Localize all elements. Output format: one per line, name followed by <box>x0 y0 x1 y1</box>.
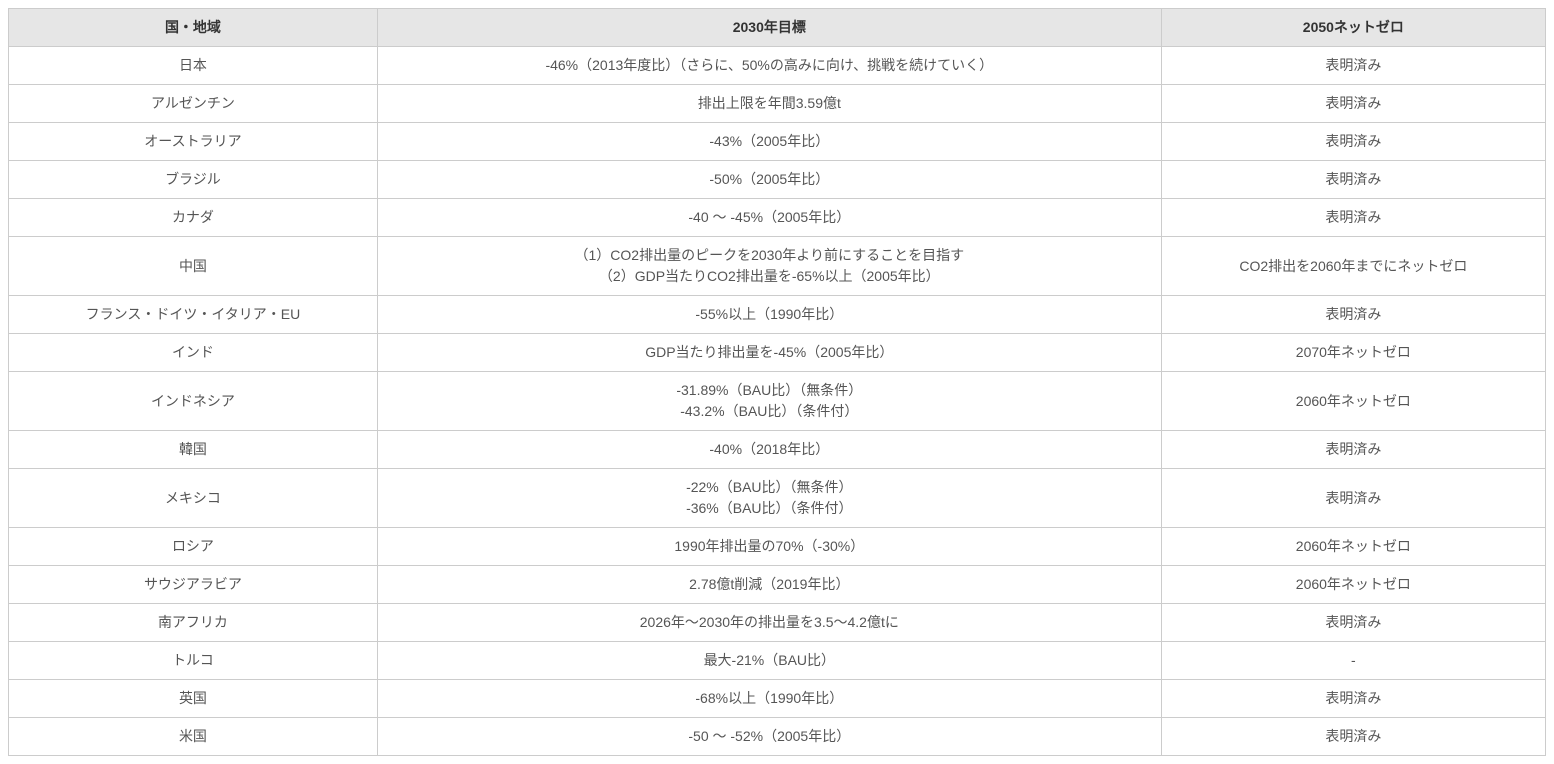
table-row: メキシコ-22%（BAU比）（無条件） -36%（BAU比）（条件付）表明済み <box>9 469 1546 528</box>
cell-target: GDP当たり排出量を-45%（2005年比） <box>377 334 1161 372</box>
cell-region: ロシア <box>9 528 378 566</box>
cell-region: アルゼンチン <box>9 85 378 123</box>
cell-region: 中国 <box>9 237 378 296</box>
cell-netzero: CO2排出を2060年までにネットゼロ <box>1161 237 1545 296</box>
cell-region: 英国 <box>9 680 378 718</box>
cell-region: インド <box>9 334 378 372</box>
table-row: サウジアラビア2.78億t削減（2019年比）2060年ネットゼロ <box>9 566 1546 604</box>
cell-region: トルコ <box>9 642 378 680</box>
cell-target: 2.78億t削減（2019年比） <box>377 566 1161 604</box>
cell-target: 1990年排出量の70%（-30%） <box>377 528 1161 566</box>
cell-region: 米国 <box>9 718 378 756</box>
cell-netzero: - <box>1161 642 1545 680</box>
cell-target: -68%以上（1990年比） <box>377 680 1161 718</box>
cell-netzero: 2060年ネットゼロ <box>1161 372 1545 431</box>
cell-region: メキシコ <box>9 469 378 528</box>
col-header-netzero: 2050ネットゼロ <box>1161 9 1545 47</box>
col-header-target: 2030年目標 <box>377 9 1161 47</box>
cell-netzero: 表明済み <box>1161 718 1545 756</box>
cell-target: -40 ～ -45%（2005年比） <box>377 199 1161 237</box>
cell-region: インドネシア <box>9 372 378 431</box>
table-row: 中国（1）CO2排出量のピークを2030年より前にすることを目指す （2）GDP… <box>9 237 1546 296</box>
cell-netzero: 2060年ネットゼロ <box>1161 528 1545 566</box>
cell-region: 日本 <box>9 47 378 85</box>
cell-region: サウジアラビア <box>9 566 378 604</box>
cell-netzero: 表明済み <box>1161 85 1545 123</box>
cell-target: -22%（BAU比）（無条件） -36%（BAU比）（条件付） <box>377 469 1161 528</box>
table-row: ブラジル-50%（2005年比）表明済み <box>9 161 1546 199</box>
table-header-row: 国・地域 2030年目標 2050ネットゼロ <box>9 9 1546 47</box>
table-row: オーストラリア-43%（2005年比）表明済み <box>9 123 1546 161</box>
table-row: 日本-46%（2013年度比）（さらに、50%の高みに向け、挑戦を続けていく）表… <box>9 47 1546 85</box>
cell-target: -40%（2018年比） <box>377 431 1161 469</box>
table-row: ロシア1990年排出量の70%（-30%）2060年ネットゼロ <box>9 528 1546 566</box>
table-row: フランス・ドイツ・イタリア・EU-55%以上（1990年比）表明済み <box>9 296 1546 334</box>
cell-target: -31.89%（BAU比）（無条件） -43.2%（BAU比）（条件付） <box>377 372 1161 431</box>
table-row: アルゼンチン排出上限を年間3.59億t表明済み <box>9 85 1546 123</box>
cell-netzero: 表明済み <box>1161 469 1545 528</box>
cell-target: -50%（2005年比） <box>377 161 1161 199</box>
table-row: 南アフリカ2026年～2030年の排出量を3.5～4.2億tに表明済み <box>9 604 1546 642</box>
cell-target: -43%（2005年比） <box>377 123 1161 161</box>
cell-region: カナダ <box>9 199 378 237</box>
col-header-region: 国・地域 <box>9 9 378 47</box>
table-row: インドGDP当たり排出量を-45%（2005年比）2070年ネットゼロ <box>9 334 1546 372</box>
cell-target: （1）CO2排出量のピークを2030年より前にすることを目指す （2）GDP当た… <box>377 237 1161 296</box>
climate-targets-table: 国・地域 2030年目標 2050ネットゼロ 日本-46%（2013年度比）（さ… <box>8 8 1546 756</box>
cell-target: -46%（2013年度比）（さらに、50%の高みに向け、挑戦を続けていく） <box>377 47 1161 85</box>
table-row: 英国-68%以上（1990年比）表明済み <box>9 680 1546 718</box>
cell-netzero: 2070年ネットゼロ <box>1161 334 1545 372</box>
cell-region: ブラジル <box>9 161 378 199</box>
cell-target: -50 ～ -52%（2005年比） <box>377 718 1161 756</box>
cell-target: 最大-21%（BAU比） <box>377 642 1161 680</box>
cell-netzero: 表明済み <box>1161 47 1545 85</box>
cell-region: 南アフリカ <box>9 604 378 642</box>
table-row: 米国-50 ～ -52%（2005年比）表明済み <box>9 718 1546 756</box>
cell-target: 2026年～2030年の排出量を3.5～4.2億tに <box>377 604 1161 642</box>
cell-region: 韓国 <box>9 431 378 469</box>
table-row: カナダ-40 ～ -45%（2005年比）表明済み <box>9 199 1546 237</box>
table-body: 日本-46%（2013年度比）（さらに、50%の高みに向け、挑戦を続けていく）表… <box>9 47 1546 756</box>
cell-target: 排出上限を年間3.59億t <box>377 85 1161 123</box>
table-row: インドネシア-31.89%（BAU比）（無条件） -43.2%（BAU比）（条件… <box>9 372 1546 431</box>
cell-netzero: 表明済み <box>1161 123 1545 161</box>
cell-netzero: 表明済み <box>1161 296 1545 334</box>
cell-target: -55%以上（1990年比） <box>377 296 1161 334</box>
cell-netzero: 表明済み <box>1161 431 1545 469</box>
cell-netzero: 表明済み <box>1161 199 1545 237</box>
cell-netzero: 表明済み <box>1161 604 1545 642</box>
cell-region: フランス・ドイツ・イタリア・EU <box>9 296 378 334</box>
cell-region: オーストラリア <box>9 123 378 161</box>
table-row: トルコ最大-21%（BAU比）- <box>9 642 1546 680</box>
cell-netzero: 表明済み <box>1161 680 1545 718</box>
table-row: 韓国-40%（2018年比）表明済み <box>9 431 1546 469</box>
cell-netzero: 表明済み <box>1161 161 1545 199</box>
cell-netzero: 2060年ネットゼロ <box>1161 566 1545 604</box>
